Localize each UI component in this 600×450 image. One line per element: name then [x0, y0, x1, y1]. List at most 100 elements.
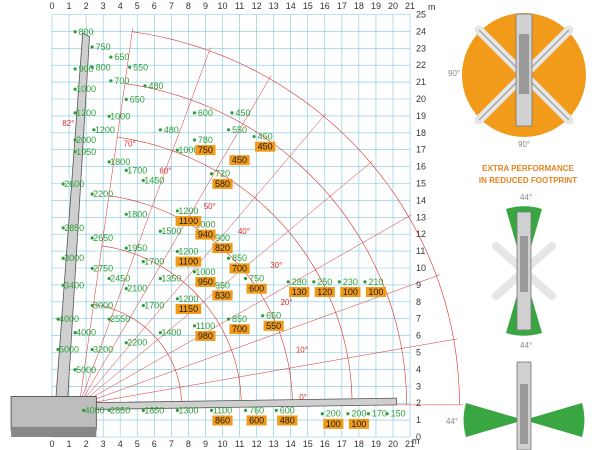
reach-arc [101, 245, 242, 405]
angle-label: 70° [124, 139, 136, 148]
load-value-box [246, 415, 267, 426]
load-value-green: 5000 [76, 365, 96, 375]
load-point-dot [286, 280, 290, 284]
load-value-green: 1200 [76, 108, 96, 118]
load-value-green: 850 [232, 253, 247, 263]
x-tick-bottom: 20 [388, 439, 398, 449]
load-point-dot [192, 138, 197, 142]
load-point-dot [107, 408, 111, 412]
load-value-green: 150 [391, 409, 406, 419]
load-point-dot [56, 347, 60, 352]
load-value-green: 950 [215, 280, 230, 290]
load-value-box [314, 287, 335, 298]
load-value-green: 1000 [76, 84, 96, 94]
load-value-green: 1350 [161, 274, 181, 284]
load-value-green: 2000 [76, 135, 96, 145]
load-value-green: 750 [96, 42, 111, 52]
y-tick-right: 7 [416, 314, 421, 324]
load-value-green: 5000 [59, 345, 79, 355]
load-value-green: 600 [280, 405, 295, 415]
load-value-box [365, 287, 387, 298]
load-point-dot [141, 178, 145, 183]
load-value-green: 1200 [178, 294, 198, 304]
load-value-green: 850 [232, 314, 247, 324]
load-value-orange: 860 [215, 415, 230, 425]
load-value-orange: 950 [198, 277, 213, 287]
load-point-dot [90, 236, 94, 240]
load-value-orange: 100 [368, 287, 383, 297]
load-value-orange: 450 [258, 142, 273, 152]
load-point-dot [261, 314, 265, 318]
y-tick-right: 16 [416, 162, 426, 172]
load-point-dot [73, 368, 77, 372]
load-value-box [348, 418, 369, 429]
x-tick-bottom: 2 [84, 439, 89, 449]
load-point-dot [61, 226, 65, 230]
load-value-green: 550 [133, 62, 148, 72]
x-tick-bottom: 15 [303, 439, 313, 449]
load-value-box [195, 276, 216, 287]
y-tick-right: 12 [416, 229, 426, 239]
x-tick-top: 20 [388, 1, 398, 11]
load-point-dot [141, 260, 145, 264]
load-value-green: 250 [317, 277, 332, 287]
y-tick-right: 22 [416, 60, 426, 70]
load-value-green: 600 [198, 108, 213, 118]
load-point-dot [141, 408, 145, 412]
load-point-dot [73, 331, 77, 335]
x-tick-top: 3 [101, 1, 106, 11]
y-tick-right: 8 [416, 297, 421, 307]
angle-ray [79, 75, 272, 406]
x-tick-top: 21 [405, 1, 415, 11]
load-point-dot [109, 79, 113, 83]
x-tick-bottom: 11 [235, 439, 244, 449]
load-point-dot [124, 168, 128, 172]
load-value-green: 1700 [127, 165, 147, 175]
load-point-dot [107, 114, 111, 118]
load-point-dot [175, 249, 179, 254]
load-point-dot [90, 303, 94, 308]
x-tick-top: 1 [67, 1, 72, 11]
x-tick-top: 18 [354, 1, 364, 11]
load-point-dot [337, 280, 341, 284]
headline-reduced-footprint: IN REDUCED FOOTPRINT [479, 176, 577, 185]
load-value-green: 1700 [144, 257, 164, 267]
top-angle-left: 90° [448, 69, 460, 78]
load-point-dot [385, 412, 389, 416]
load-value-box [195, 145, 216, 156]
load-value-green: 200 [326, 409, 341, 419]
load-value-box [340, 287, 361, 298]
x-tick-bottom: 18 [354, 439, 364, 449]
load-value-orange: 100 [326, 419, 341, 429]
load-point-dot [92, 128, 96, 132]
x-tick-bottom: 12 [252, 439, 262, 449]
x-tick-top: 12 [252, 1, 262, 11]
y-tick-right: 14 [416, 195, 426, 205]
load-value-orange: 580 [215, 179, 230, 189]
angle-ray [79, 160, 374, 406]
boom-angle-rays [79, 28, 463, 406]
load-point-dot [61, 256, 65, 260]
x-tick-bottom: 9 [203, 439, 208, 449]
load-value-orange: 750 [198, 145, 213, 155]
load-point-dot [175, 297, 179, 301]
x-tick-bottom: 4 [118, 439, 123, 449]
crane-boom [10, 32, 397, 437]
x-tick-bottom: 3 [101, 439, 106, 449]
load-value-green: 2450 [110, 274, 130, 284]
load-value-green: 1950 [76, 147, 96, 157]
load-value-orange: 820 [215, 243, 230, 253]
x-tick-top: 4 [118, 1, 123, 11]
load-point-dot [61, 182, 65, 186]
y-tick-right: 25 [416, 10, 426, 20]
y-tick-right: 23 [416, 43, 426, 53]
angle-label: 50° [204, 202, 216, 211]
x-tick-top: 0 [49, 1, 54, 11]
load-value-box [246, 283, 267, 294]
top-crane-turret [519, 34, 529, 94]
load-point-dot [158, 276, 162, 281]
x-tick-top: 11 [235, 1, 244, 11]
load-value-box [175, 256, 202, 267]
